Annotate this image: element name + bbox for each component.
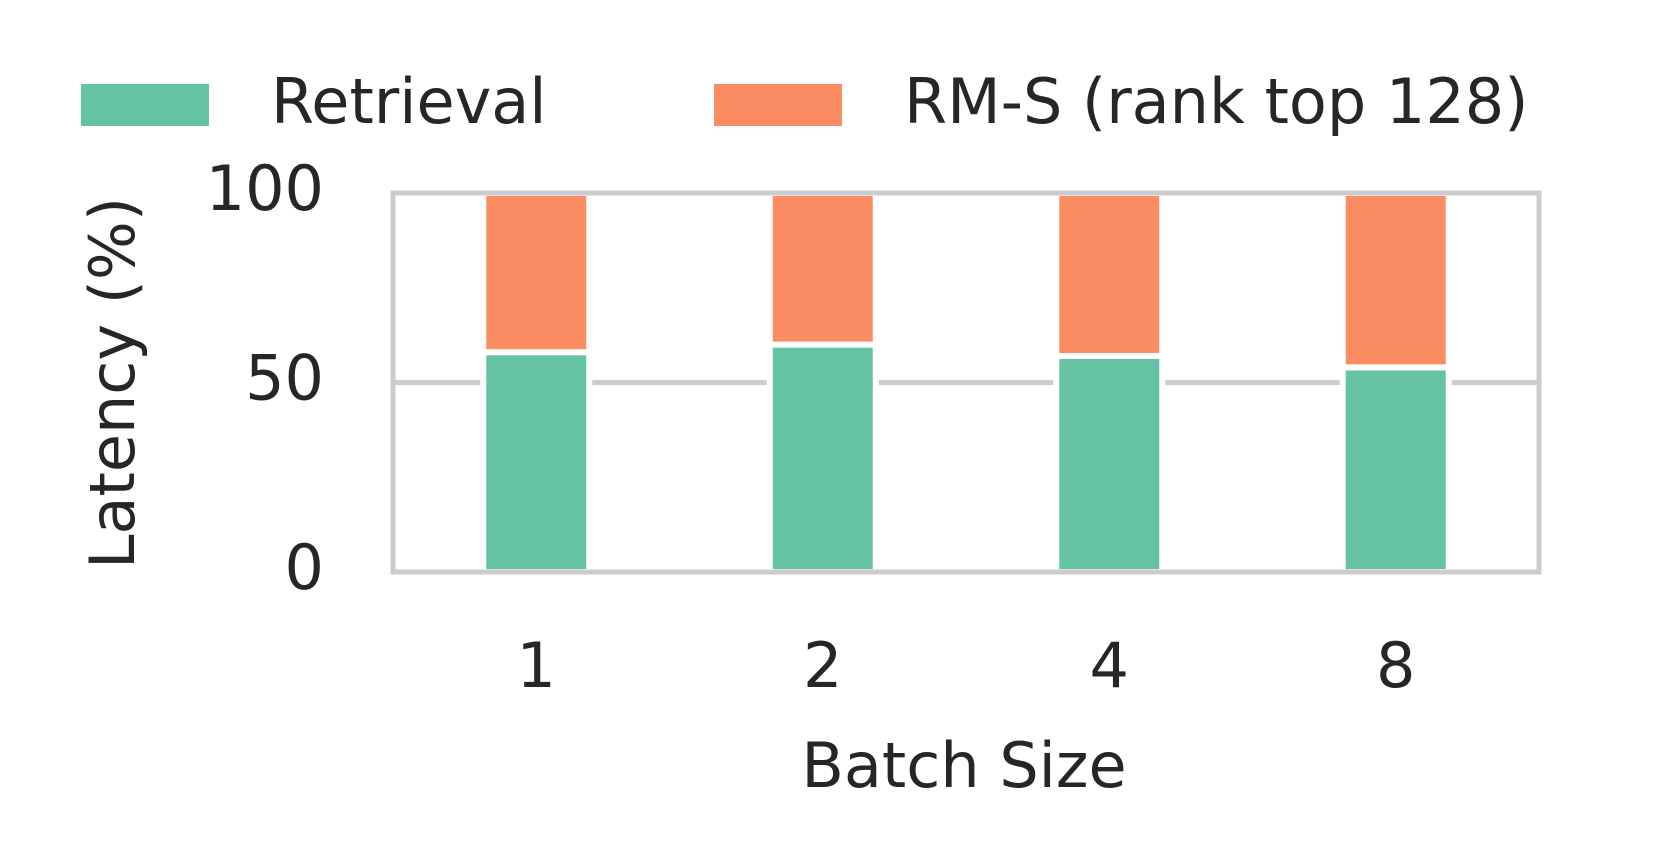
bar-segment [480,190,593,356]
legend-swatch [714,84,842,126]
y-axis-label: Latency (%) [76,197,149,569]
bar-segment [766,341,879,575]
y-tick-label: 0 [285,531,324,604]
y-tick-label: 50 [245,342,324,415]
bar-segment [1053,190,1166,359]
plot-frame [390,190,1542,575]
bar-segment [1053,352,1166,575]
legend-label: RM-S (rank top 128) [904,65,1528,138]
x-axis-label: Batch Size [801,729,1126,802]
y-tick-label: 100 [206,152,324,225]
legend-swatch [81,84,209,126]
bar-segment [480,349,593,575]
legend-label: Retrieval [271,65,547,138]
bar-segment [1339,364,1452,575]
x-tick-label: 2 [803,629,842,702]
x-tick-label: 4 [1090,629,1129,702]
x-tick-label: 8 [1376,629,1415,702]
bar-segment [1339,190,1452,371]
bars [480,190,1452,575]
bar-segment [766,190,879,348]
x-tick-label: 1 [517,629,556,702]
